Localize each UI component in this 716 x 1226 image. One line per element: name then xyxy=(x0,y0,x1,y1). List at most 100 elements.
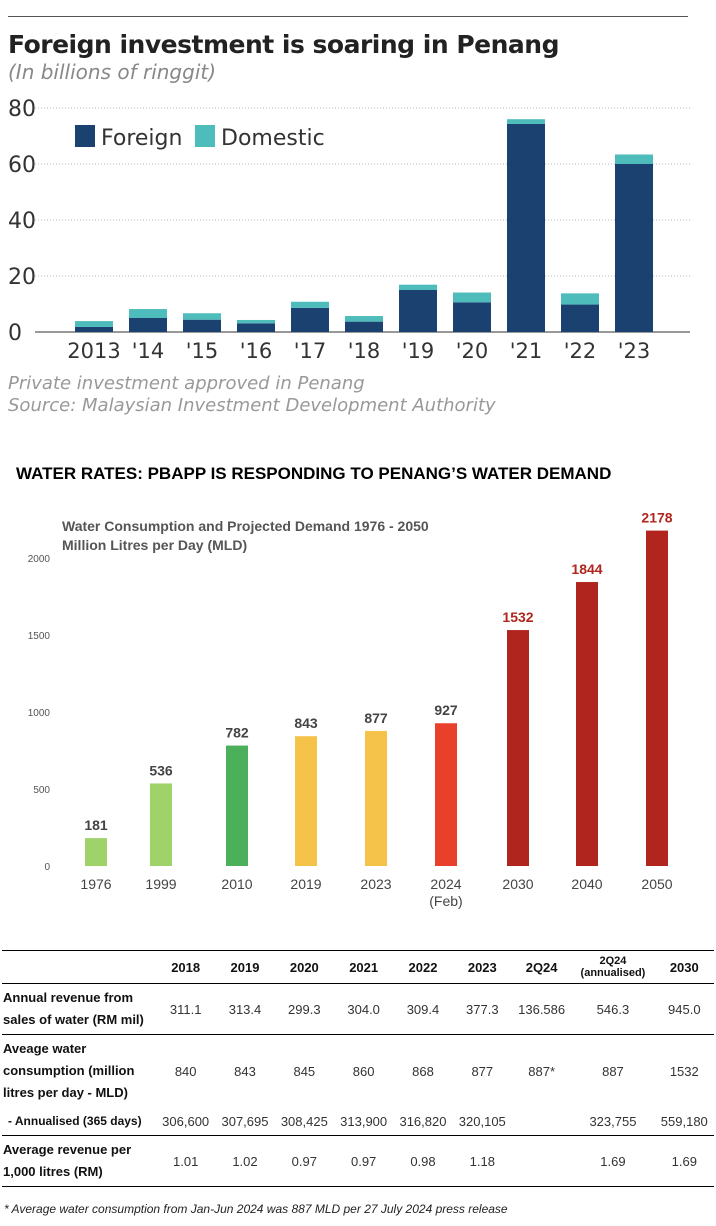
investment-chart: 0 20 40 60 80 2013 '14 '15 '16 '17 '18 '19 '20 '21 '22… xyxy=(8,97,690,363)
table-cell: 323,755 xyxy=(571,1107,655,1136)
data-label: 877 xyxy=(364,710,388,726)
x-tick-sublabel: (Feb) xyxy=(429,893,462,909)
table-cell: 0.97 xyxy=(333,1135,394,1187)
legend-swatch xyxy=(195,125,215,147)
bar xyxy=(150,783,172,866)
row-label: Annual revenue from sales of water (RM m… xyxy=(2,983,156,1035)
chart2-title: Water Consumption and Projected Demand 1… xyxy=(62,518,429,534)
data-label: 843 xyxy=(294,715,318,731)
table-row: Annual revenue from sales of water (RM m… xyxy=(2,983,714,1035)
table-cell: 868 xyxy=(412,1063,434,1079)
x-tick-label: '16 xyxy=(240,339,273,363)
column-header: 2030 xyxy=(654,950,714,984)
bar-domestic xyxy=(129,309,167,318)
table-cell: 1.02 xyxy=(215,1135,275,1187)
water-table: 2018 2019 2020 2021 2022 2023 2Q24 2Q24 (annuali… xyxy=(2,950,714,1187)
bar xyxy=(85,838,107,866)
bar-foreign xyxy=(183,319,221,332)
table-cell: 1.69 xyxy=(654,1135,714,1187)
bar xyxy=(646,530,668,866)
table-cell: 377.3 xyxy=(452,983,512,1035)
column-header-year: 2Q24 xyxy=(599,955,627,967)
table-cell: 306,600 xyxy=(156,1107,216,1136)
divider xyxy=(8,16,688,17)
legend-label: Domestic xyxy=(221,126,325,151)
table-row: Aveage water consumption (million litres… xyxy=(2,1035,714,1108)
x-tick-label: '19 xyxy=(402,339,435,363)
chart2-subtitle: Million Litres per Day (MLD) xyxy=(62,537,247,553)
table-cell: 1.18 xyxy=(452,1135,512,1187)
table-cell: 313,900 xyxy=(333,1107,394,1136)
column-header: 2022 xyxy=(393,950,453,984)
x-tick-label: 2010 xyxy=(221,876,252,892)
x-tick-label: '22 xyxy=(564,339,597,363)
chart1-note: Private investment approved in Penang xyxy=(8,373,365,394)
bar xyxy=(226,745,248,866)
table-cell: 860 xyxy=(352,1063,375,1079)
bar-foreign xyxy=(399,290,437,332)
x-tick-label: '21 xyxy=(510,339,543,363)
bar-domestic xyxy=(399,284,437,290)
column-header xyxy=(2,950,156,984)
chart1-source: Source: Malaysian Investment Development… xyxy=(8,395,496,416)
table-cell: 0.97 xyxy=(274,1135,334,1187)
table-cell: 299.3 xyxy=(274,983,334,1035)
chart1-title: Foreign investment is soaring in Penang xyxy=(8,30,559,59)
section-heading: WATER RATES: PBAPP IS RESPONDING TO PENA… xyxy=(16,464,612,483)
table-cell: 0.98 xyxy=(393,1135,453,1187)
bar-domestic xyxy=(561,293,599,305)
table-cell xyxy=(511,1107,572,1136)
table-row: - Annualised (365 days) 306,600 307,695 308… xyxy=(2,1107,714,1136)
bar-foreign xyxy=(345,321,383,332)
table-cell: 1.69 xyxy=(571,1135,655,1187)
bar-foreign xyxy=(615,164,653,332)
column-header: 2021 xyxy=(333,950,394,984)
bar-foreign xyxy=(75,326,113,332)
bar-domestic xyxy=(237,319,275,324)
bar xyxy=(435,723,457,866)
data-label: 782 xyxy=(225,725,249,741)
bar-domestic xyxy=(453,292,491,303)
table-cell: 1532 xyxy=(669,1063,699,1079)
bar xyxy=(365,730,387,866)
y-tick-label: 0 xyxy=(44,862,50,873)
y-tick-label: 500 xyxy=(33,785,50,796)
y-tick-label: 40 xyxy=(8,209,36,234)
table-cell: 843 xyxy=(234,1063,256,1079)
table-cell: 1.01 xyxy=(156,1135,216,1187)
table-cell xyxy=(511,1135,572,1187)
bar-foreign xyxy=(291,307,329,332)
table-cell: 316,820 xyxy=(393,1107,453,1136)
column-header: 2Q24 (annualised) xyxy=(571,950,655,984)
x-tick-label: 2040 xyxy=(571,876,602,892)
x-tick-label: '17 xyxy=(294,339,327,363)
table-cell: 887* xyxy=(528,1063,555,1079)
legend-label: Foreign xyxy=(101,126,182,151)
x-tick-label: 1976 xyxy=(80,876,111,892)
table-cell: 136.586 xyxy=(511,983,572,1035)
table-cell: 546.3 xyxy=(571,983,655,1035)
chart1-subtitle: (In billions of ringgit) xyxy=(8,60,217,84)
column-header: 2018 xyxy=(156,950,216,984)
x-tick-label: 1999 xyxy=(145,876,176,892)
table-cell: 313.4 xyxy=(215,983,275,1035)
column-header-sub: (annualised) xyxy=(580,967,646,979)
table-cell: 309.4 xyxy=(393,983,453,1035)
data-label: 1844 xyxy=(571,561,602,577)
bar-domestic xyxy=(183,313,221,320)
table-cell: 840 xyxy=(174,1063,197,1079)
bar-domestic xyxy=(291,301,329,308)
data-label: 1532 xyxy=(502,609,533,625)
x-tick-label: '20 xyxy=(456,339,489,363)
column-header: 2019 xyxy=(215,950,275,984)
x-tick-label: 2013 xyxy=(67,339,120,363)
row-label: Aveage water consumption (million litres… xyxy=(3,1041,135,1100)
table-cell: 887 xyxy=(602,1063,624,1079)
data-label: 536 xyxy=(149,762,173,778)
row-label: Average revenue per 1,000 litres (RM) xyxy=(2,1135,156,1187)
column-header: 2020 xyxy=(274,950,334,984)
bar-foreign xyxy=(561,304,599,332)
table-cell: 311.1 xyxy=(156,983,216,1035)
data-label: 927 xyxy=(434,702,458,718)
